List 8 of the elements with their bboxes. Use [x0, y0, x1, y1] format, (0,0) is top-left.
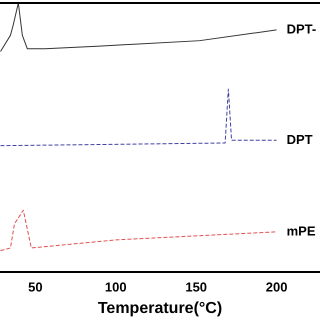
x-tick-label: 50 — [28, 280, 43, 295]
x-tick-label: 100 — [104, 280, 127, 295]
series-label: DPT — [286, 132, 313, 147]
x-axis-title: Temperature(°C) — [98, 300, 222, 317]
series-label: mPE — [286, 223, 316, 238]
x-tick-label: 200 — [266, 280, 288, 295]
series-label: DPT- — [286, 22, 316, 36]
x-tick-label: 150 — [185, 280, 208, 295]
